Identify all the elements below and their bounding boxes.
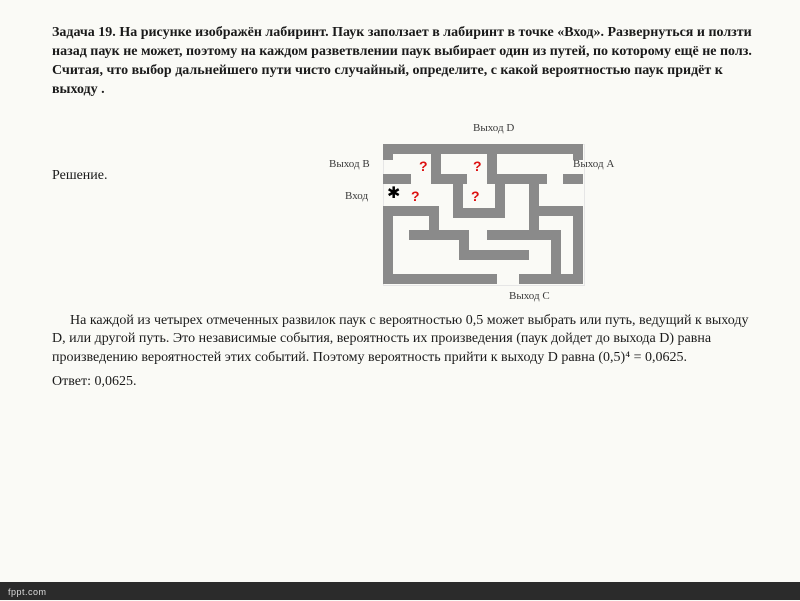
label-exit-d: Выход D (473, 122, 514, 134)
spider-icon: ✱ (387, 186, 400, 202)
problem-statement: Задача 19. На рисунке изображён лабиринт… (52, 24, 764, 100)
footer-source: fppt.com (0, 587, 47, 597)
footer-bar: fppt.com (0, 582, 800, 600)
fork-1: ? (419, 158, 428, 174)
maze-diagram: Выход D Выход B Выход A Вход Выход C ✱ ?… (323, 114, 623, 304)
label-entrance: Вход (345, 190, 368, 202)
fork-4: ? (471, 188, 480, 204)
label-exit-b: Выход B (329, 158, 370, 170)
solution-body: На каждой из четырех отмеченных развилок… (52, 312, 764, 369)
problem-number: Задача 19. (52, 25, 116, 40)
fork-3: ? (411, 188, 420, 204)
answer-line: Ответ: 0,0625. (52, 374, 764, 390)
label-exit-c: Выход C (509, 290, 550, 302)
fork-2: ? (473, 158, 482, 174)
solution-label: Решение. (52, 114, 142, 184)
problem-text: На рисунке изображён лабиринт. Паук запо… (52, 25, 752, 97)
